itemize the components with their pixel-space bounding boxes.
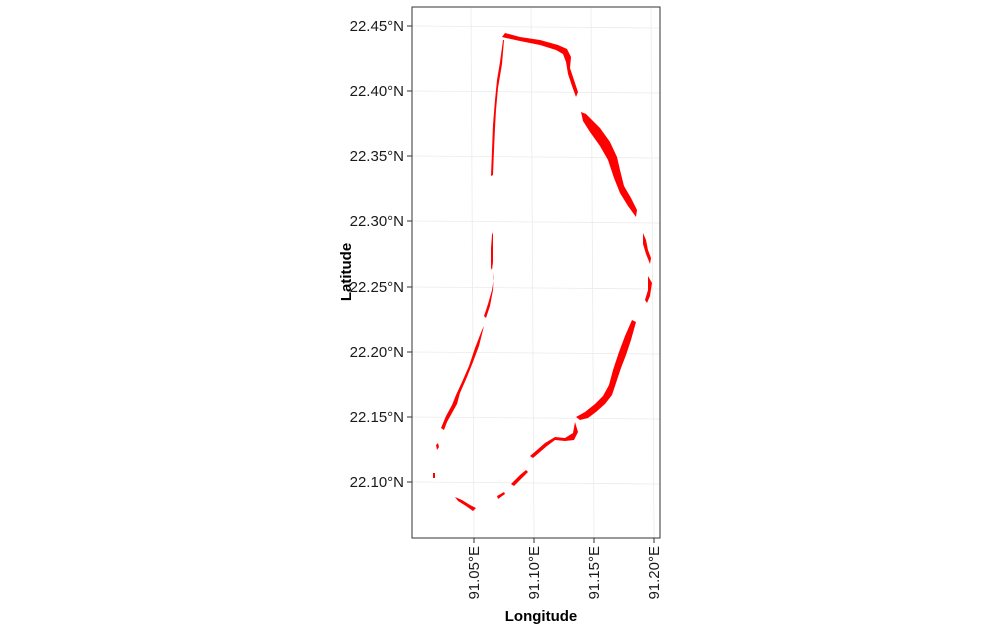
x-tick-label: 91.05°E bbox=[466, 546, 483, 600]
y-tick-label: 22.15°N bbox=[350, 409, 404, 426]
grid-lat-22-25 bbox=[411, 286, 661, 290]
x-tick-label: 91.15°E bbox=[586, 546, 603, 600]
y-axis-title: Latitude bbox=[338, 243, 355, 301]
shoreline-segment-east-upper bbox=[581, 112, 637, 217]
grid-lon-91-10 bbox=[530, 6, 535, 539]
grid-lat-22-10 bbox=[411, 481, 661, 485]
shoreline-segment-east-point bbox=[643, 233, 651, 264]
shoreline-segment-north bbox=[502, 33, 578, 97]
shoreline-segment-east-mid bbox=[645, 276, 652, 303]
graticule-grid bbox=[411, 6, 661, 539]
shoreline-segment-south-1 bbox=[530, 422, 578, 458]
grid-lat-22-30 bbox=[411, 220, 661, 224]
shoreline-segment-southeast bbox=[576, 320, 636, 420]
shoreline-segment-south-3 bbox=[497, 492, 505, 499]
shoreline-segment-west-mid bbox=[491, 232, 493, 270]
grid-lat-22-40 bbox=[411, 90, 661, 94]
y-tick-label: 22.10°N bbox=[350, 474, 404, 491]
y-tick-label: 22.35°N bbox=[350, 148, 404, 165]
shoreline-change-layer bbox=[433, 33, 652, 511]
shoreline-segment-south-6 bbox=[436, 443, 439, 450]
shoreline-segment-south-5 bbox=[433, 473, 435, 478]
shoreline-segment-west-lower bbox=[484, 272, 494, 318]
shoreline-segment-southwest bbox=[441, 326, 484, 430]
grid-lon-91-05 bbox=[470, 6, 475, 539]
shoreline-segment-south-4 bbox=[455, 497, 476, 511]
y-tick-label: 22.30°N bbox=[350, 213, 404, 230]
x-axis-title: Longitude bbox=[505, 608, 577, 625]
x-axis: 91.05°E 91.10°E 91.15°E 91.20°E bbox=[466, 538, 663, 600]
y-axis: 22.45°N 22.40°N 22.35°N 22.30°N 22.25°N … bbox=[350, 18, 412, 491]
map-panel-frame bbox=[411, 6, 661, 539]
grid-lat-22-45 bbox=[411, 25, 661, 29]
grid-lon-91-15 bbox=[590, 6, 595, 539]
y-tick-label: 22.25°N bbox=[350, 279, 404, 296]
grid-lat-22-35 bbox=[411, 155, 661, 159]
x-tick-label: 91.10°E bbox=[526, 546, 543, 600]
y-tick-label: 22.20°N bbox=[350, 344, 404, 361]
grid-lat-22-15 bbox=[411, 416, 661, 420]
y-tick-label: 22.45°N bbox=[350, 18, 404, 35]
x-tick-label: 91.20°E bbox=[646, 546, 663, 600]
grid-lon-91-20 bbox=[650, 6, 655, 539]
shoreline-segment-south-2 bbox=[511, 470, 528, 486]
y-tick-label: 22.40°N bbox=[350, 83, 404, 100]
shoreline-segment-west-upper bbox=[491, 40, 504, 176]
